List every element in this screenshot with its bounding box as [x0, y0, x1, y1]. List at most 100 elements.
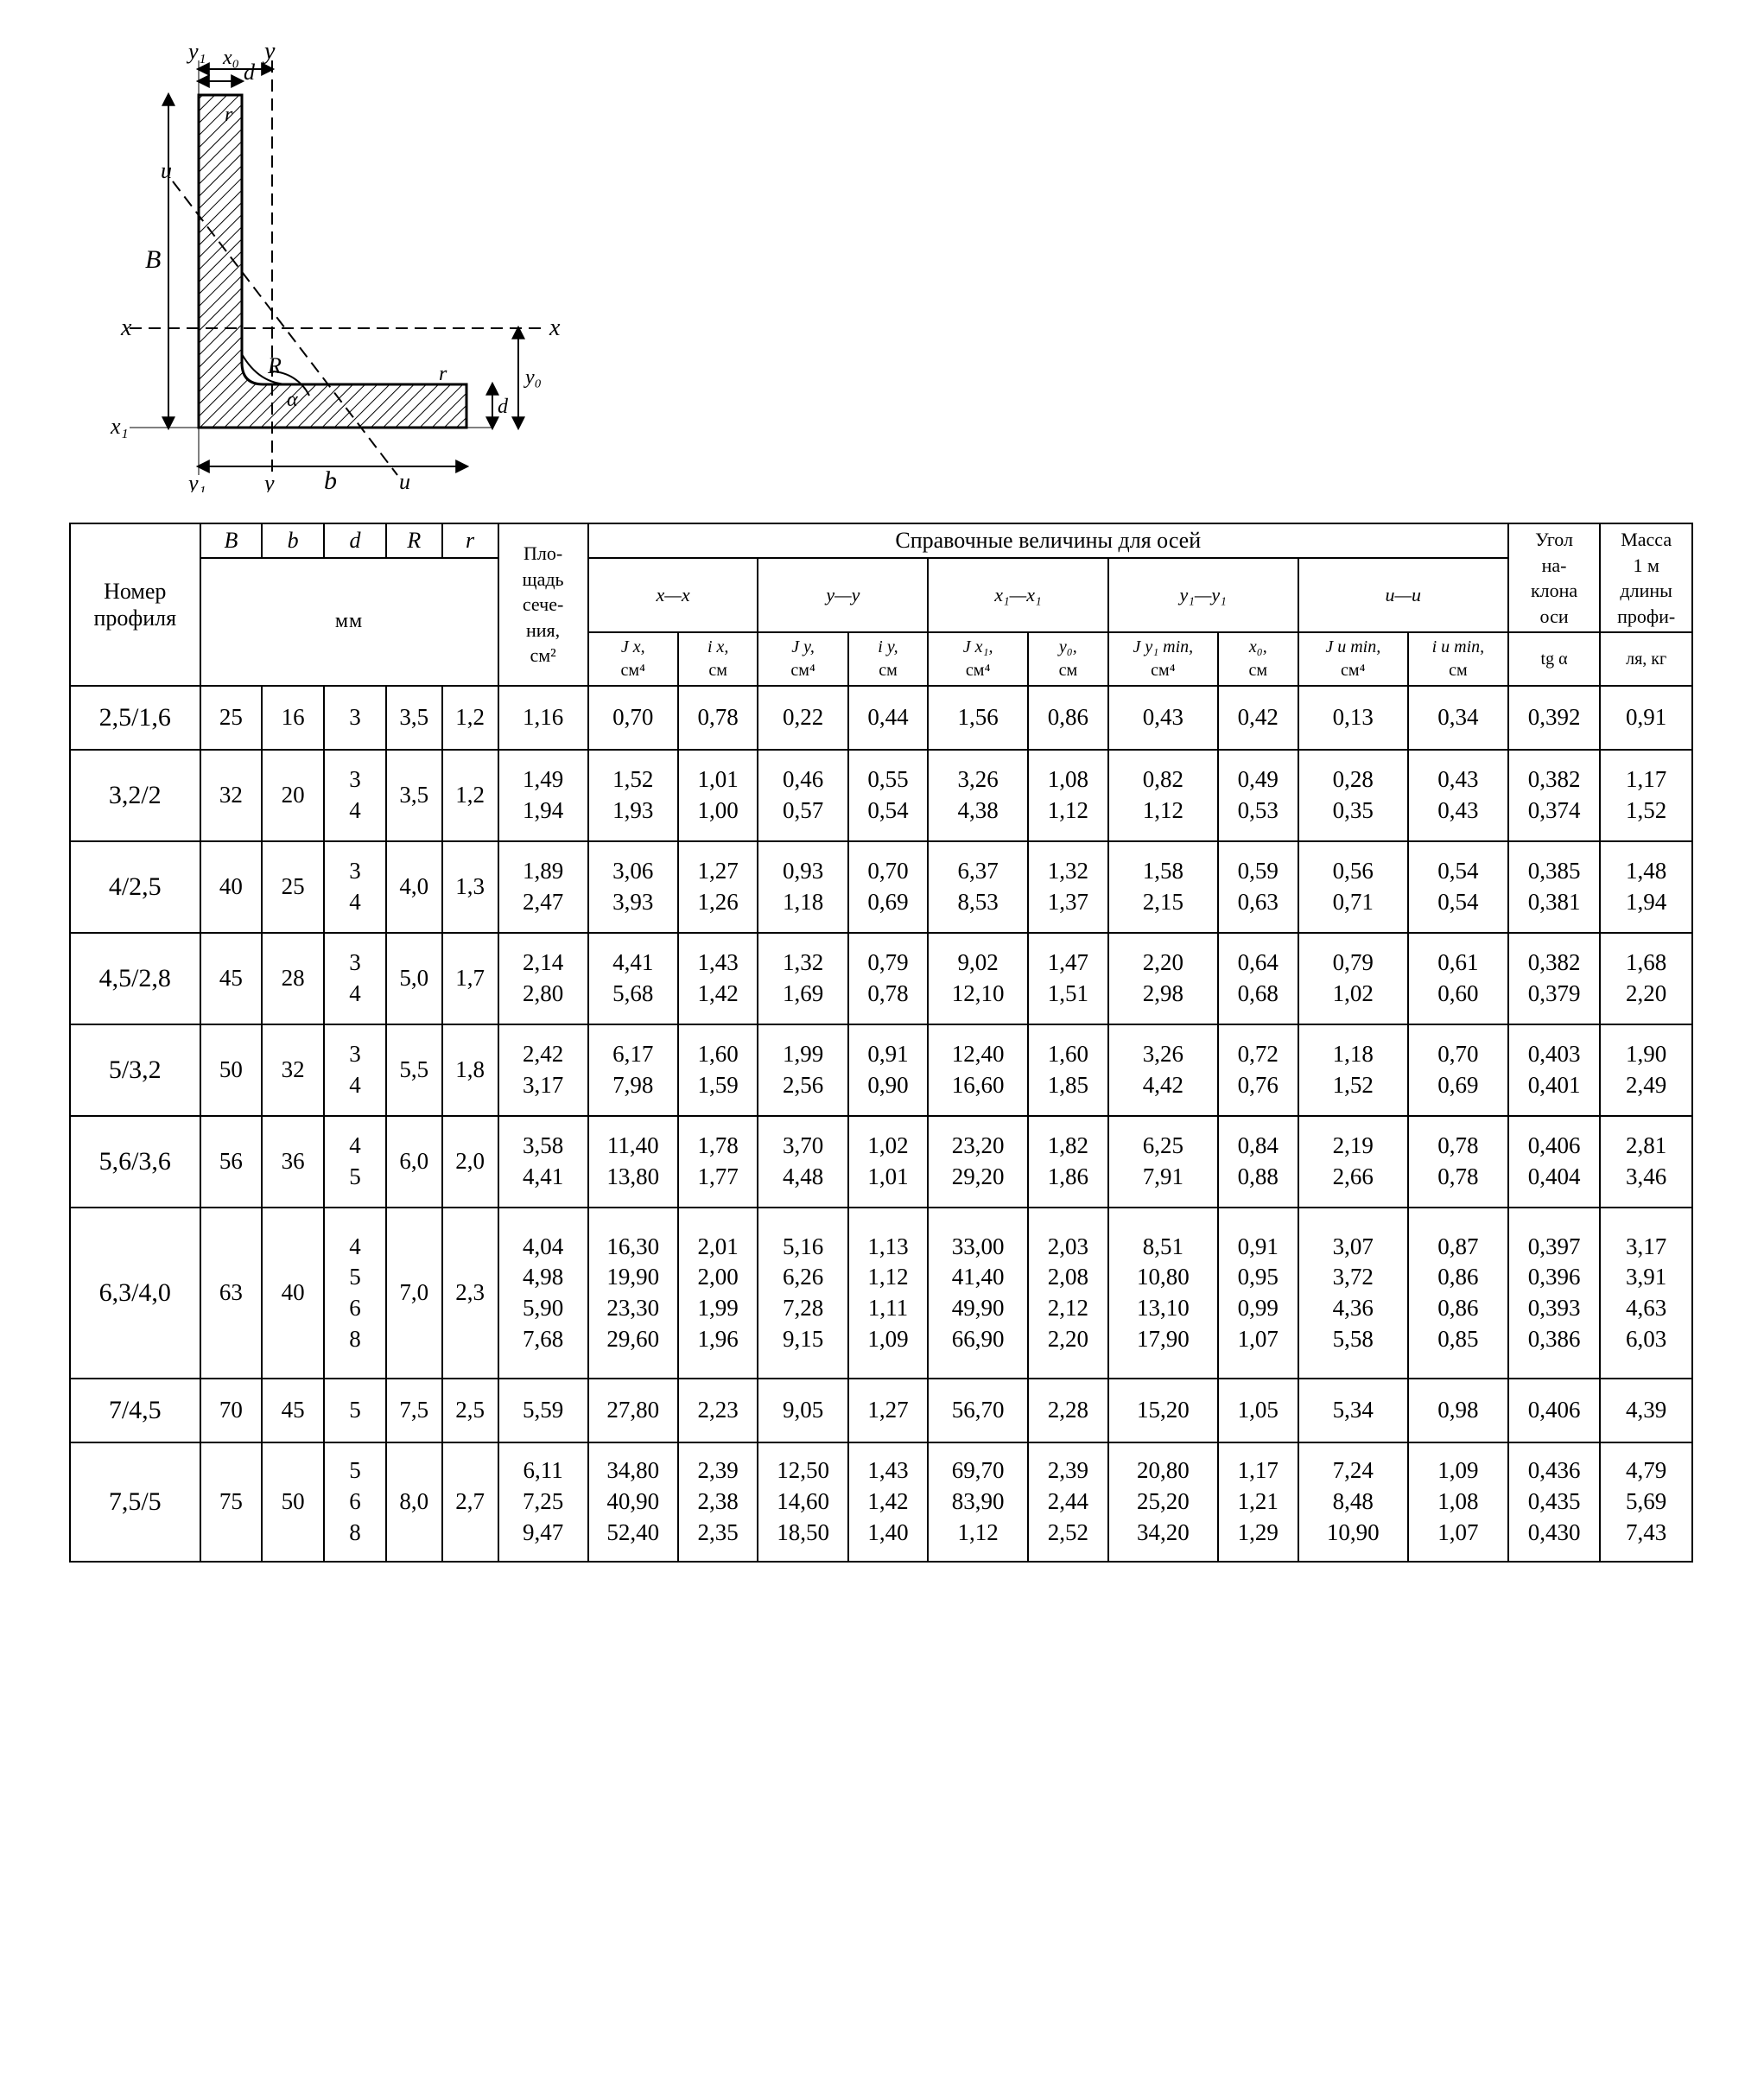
cell-A: 5,59	[498, 1379, 588, 1442]
cell-R: 8,0	[386, 1442, 442, 1562]
cell-iy: 1,431,421,40	[848, 1442, 929, 1562]
cell-Jy1: 15,20	[1108, 1379, 1218, 1442]
cell-r: 2,3	[442, 1208, 498, 1379]
cell-b: 36	[262, 1116, 324, 1208]
cell-Jx: 3,063,93	[588, 841, 678, 933]
cell-Jx1: 9,0212,10	[928, 933, 1028, 1024]
cell-b: 25	[262, 841, 324, 933]
cell-A: 1,892,47	[498, 841, 588, 933]
cell-B: 45	[200, 933, 263, 1024]
cell-b: 16	[262, 686, 324, 750]
diagram-wrapper: x x x₁ y y y₁ y₁ u u B b d x₀ y₀ R r r	[95, 43, 1695, 497]
cell-b: 20	[262, 750, 324, 841]
cell-profile: 5,6/3,6	[70, 1116, 200, 1208]
cell-Jx1: 12,4016,60	[928, 1024, 1028, 1116]
cell-Jy1: 0,43	[1108, 686, 1218, 750]
cell-tg: 0,392	[1508, 686, 1601, 750]
cell-profile: 7/4,5	[70, 1379, 200, 1442]
axis-y-label: y	[262, 43, 276, 65]
cell-r: 1,2	[442, 686, 498, 750]
axis-u-bottom-label: u	[399, 469, 410, 492]
cell-d: 4568	[324, 1208, 386, 1379]
angle-section-diagram: x x x₁ y y y₁ y₁ u u B b d x₀ y₀ R r r	[95, 43, 579, 492]
hdr-B: B	[200, 523, 263, 558]
cell-r: 1,7	[442, 933, 498, 1024]
cell-A: 2,423,17	[498, 1024, 588, 1116]
cell-A: 1,491,94	[498, 750, 588, 841]
cell-Ju: 0,13	[1298, 686, 1408, 750]
cell-tg: 0,3820,379	[1508, 933, 1601, 1024]
table-row: 6,3/4,0634045687,02,34,044,985,907,6816,…	[70, 1208, 1692, 1379]
cell-Jy1: 3,264,42	[1108, 1024, 1218, 1116]
cell-d: 3	[324, 686, 386, 750]
table-row: 4/2,54025344,01,31,892,473,063,931,271,2…	[70, 841, 1692, 933]
cell-b: 40	[262, 1208, 324, 1379]
cell-profile: 5/3,2	[70, 1024, 200, 1116]
cell-ix: 1,601,59	[678, 1024, 758, 1116]
cell-m: 4,795,697,43	[1600, 1442, 1692, 1562]
cell-R: 5,0	[386, 933, 442, 1024]
cell-tg: 0,3820,374	[1508, 750, 1601, 841]
cell-ix: 1,431,42	[678, 933, 758, 1024]
axis-x-right-label: x	[549, 314, 561, 341]
cell-b: 32	[262, 1024, 324, 1116]
cell-A: 6,117,259,47	[498, 1442, 588, 1562]
cell-iy: 0,910,90	[848, 1024, 929, 1116]
cell-Jy: 5,166,267,289,15	[758, 1208, 847, 1379]
hdr-y0: y₀, см	[1028, 632, 1108, 686]
cell-Jx: 16,3019,9023,3029,60	[588, 1208, 678, 1379]
table-row: 7/4,5704557,52,55,5927,802,239,051,2756,…	[70, 1379, 1692, 1442]
cell-y0: 1,081,12	[1028, 750, 1108, 841]
cell-Jy1: 8,5110,8013,1017,90	[1108, 1208, 1218, 1379]
cell-Jy: 9,05	[758, 1379, 847, 1442]
cell-R: 4,0	[386, 841, 442, 933]
cell-Jx: 1,521,93	[588, 750, 678, 841]
cell-Jy: 1,992,56	[758, 1024, 847, 1116]
table-row: 4,5/2,84528345,01,72,142,804,415,681,431…	[70, 933, 1692, 1024]
cell-m: 1,481,94	[1600, 841, 1692, 933]
cell-Jx: 6,177,98	[588, 1024, 678, 1116]
cell-Jy: 0,931,18	[758, 841, 847, 933]
cell-Jx: 34,8040,9052,40	[588, 1442, 678, 1562]
hdr-angle: Угол на- клона оси	[1508, 523, 1601, 632]
table-row: 2,5/1,6251633,51,21,160,700,780,220,441,…	[70, 686, 1692, 750]
cell-d: 34	[324, 841, 386, 933]
dim-y0-label: y₀	[523, 366, 542, 389]
cell-A: 2,142,80	[498, 933, 588, 1024]
cell-tg: 0,406	[1508, 1379, 1601, 1442]
cell-iy: 1,021,01	[848, 1116, 929, 1208]
cell-Jx1: 1,56	[928, 686, 1028, 750]
cell-A: 1,16	[498, 686, 588, 750]
cell-profile: 3,2/2	[70, 750, 200, 841]
cell-b: 28	[262, 933, 324, 1024]
cell-x0: 0,640,68	[1218, 933, 1298, 1024]
cell-ix: 2,392,382,35	[678, 1442, 758, 1562]
cell-y0: 1,471,51	[1028, 933, 1108, 1024]
cell-iu: 0,780,78	[1408, 1116, 1508, 1208]
cell-iy: 0,550,54	[848, 750, 929, 841]
cell-Ju: 7,248,4810,90	[1298, 1442, 1408, 1562]
cell-iy: 0,44	[848, 686, 929, 750]
cell-Jx1: 3,264,38	[928, 750, 1028, 841]
cell-m: 1,171,52	[1600, 750, 1692, 841]
cell-m: 0,91	[1600, 686, 1692, 750]
cell-B: 56	[200, 1116, 263, 1208]
table-row: 7,5/575505688,02,76,117,259,4734,8040,90…	[70, 1442, 1692, 1562]
dim-d-label: d	[244, 60, 256, 85]
cell-profile: 2,5/1,6	[70, 686, 200, 750]
cell-iu: 0,540,54	[1408, 841, 1508, 933]
cell-b: 50	[262, 1442, 324, 1562]
hdr-mass: Масса 1 м длины профи-	[1600, 523, 1692, 632]
cell-Jy1: 2,202,98	[1108, 933, 1218, 1024]
cell-r: 1,2	[442, 750, 498, 841]
cell-d: 34	[324, 750, 386, 841]
hdr-Ju: J u min, см⁴	[1298, 632, 1408, 686]
angle-alpha-label: α	[287, 389, 298, 411]
cell-x0: 1,171,211,29	[1218, 1442, 1298, 1562]
hdr-iy: i y, см	[848, 632, 929, 686]
cell-Jx1: 69,7083,901,12	[928, 1442, 1028, 1562]
hdr-x0: x₀, см	[1218, 632, 1298, 686]
hdr-y1y1: y₁—y₁	[1108, 558, 1298, 632]
hdr-d: d	[324, 523, 386, 558]
cell-x0: 1,05	[1218, 1379, 1298, 1442]
